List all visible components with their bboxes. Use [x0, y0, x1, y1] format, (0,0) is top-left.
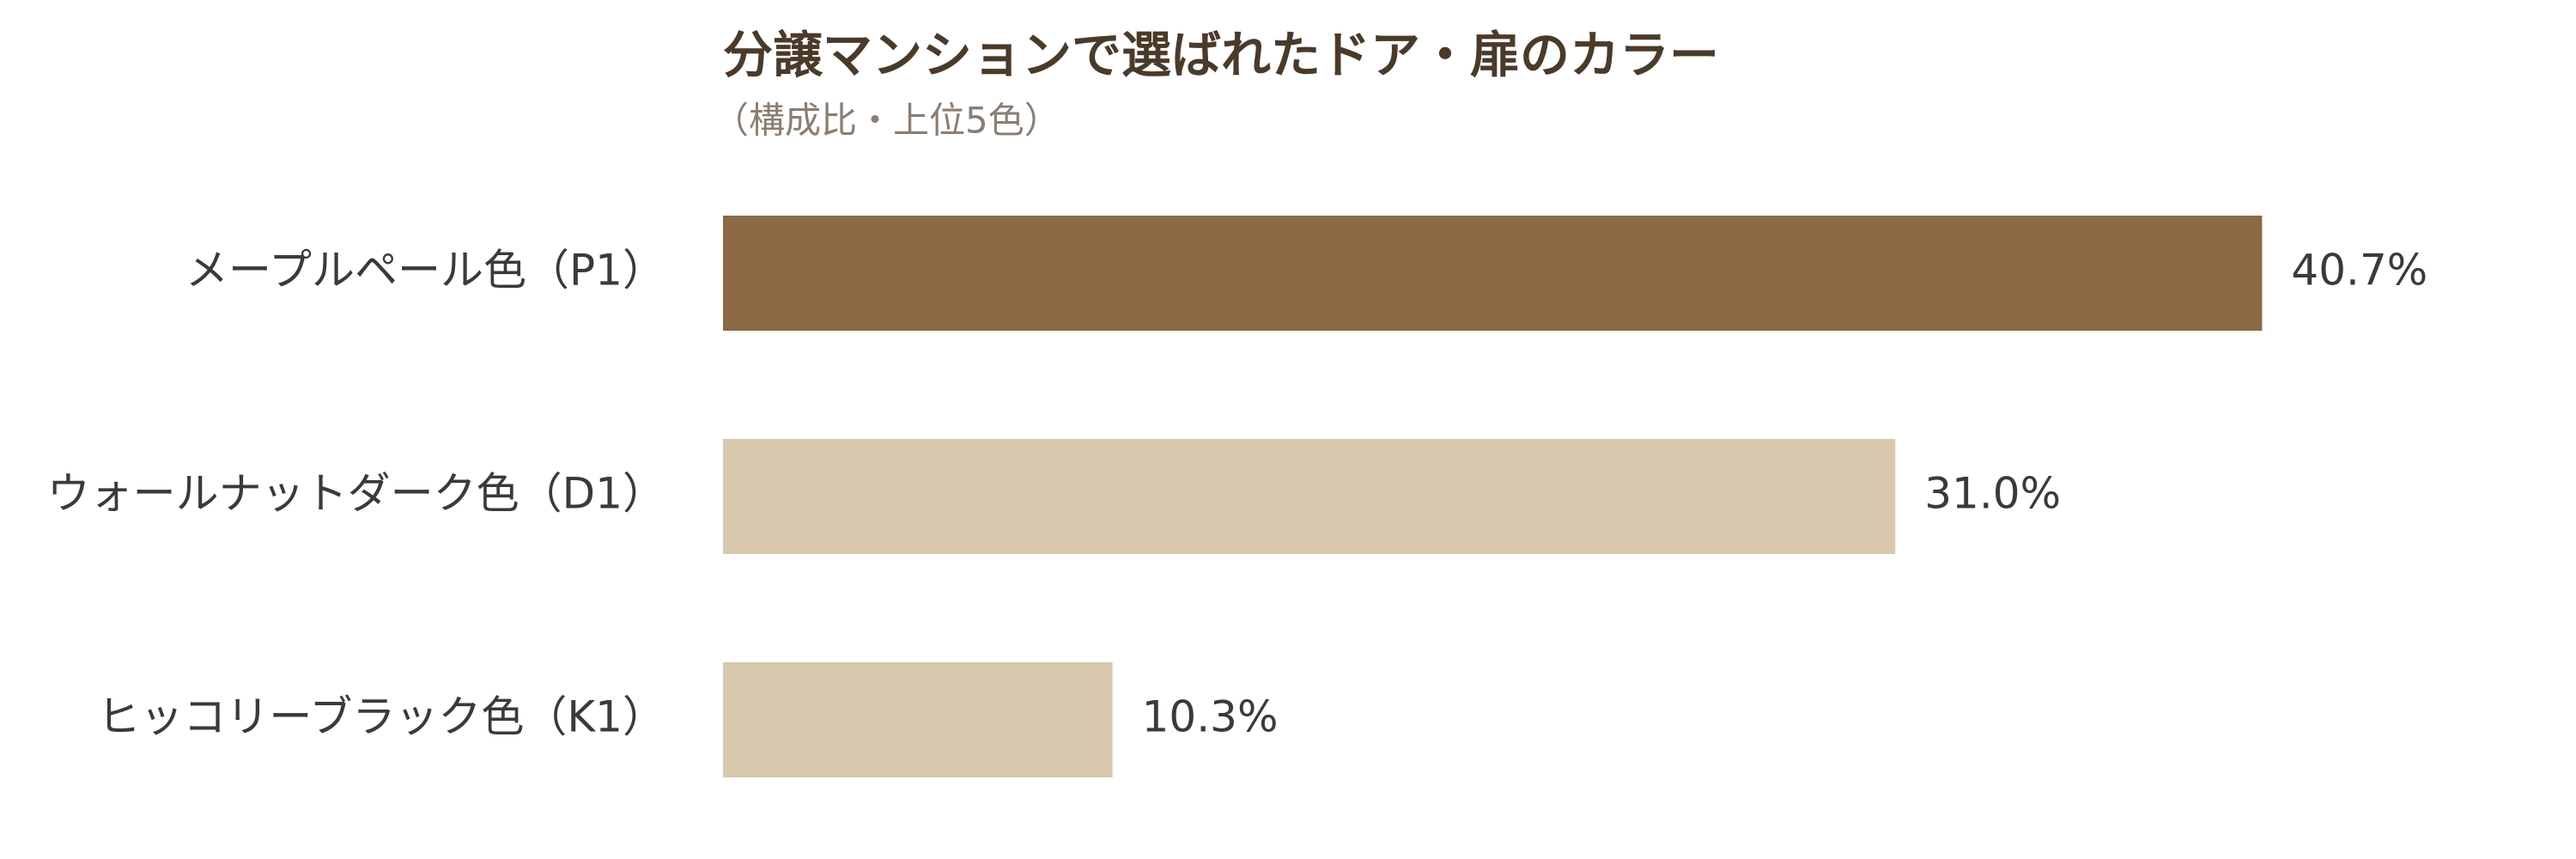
bar [723, 662, 1113, 777]
chart-title: 分譲マンションで選ばれたドア・扉のカラー [723, 26, 1719, 84]
category-label: ヒッコリーブラック色（K1） [97, 692, 665, 742]
bar [723, 439, 1896, 554]
value-label: 40.7% [2291, 246, 2427, 295]
category-label: ウォールナットダーク色（D1） [47, 469, 665, 519]
category-label: メープルペール色（P1） [185, 246, 665, 295]
bar [723, 216, 2263, 331]
chart-subtitle: （構成比・上位5色） [713, 100, 1060, 142]
value-label: 10.3% [1142, 692, 1279, 742]
value-label: 31.0% [1924, 469, 2061, 519]
